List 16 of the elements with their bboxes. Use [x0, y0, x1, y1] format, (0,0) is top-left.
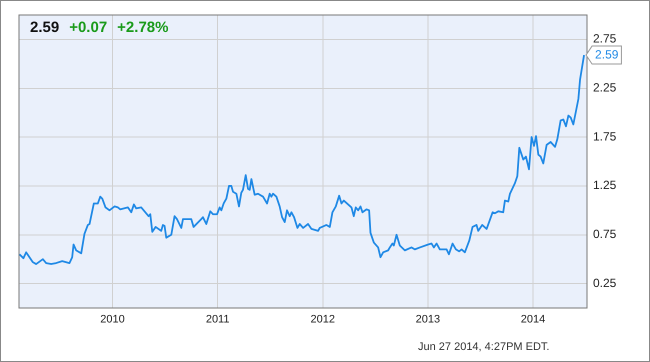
annotation: +2.78%	[117, 19, 168, 36]
y-tick-label: 1.75	[593, 129, 617, 144]
annotation: 2.59	[30, 19, 60, 36]
x-tick-label: 2010	[100, 314, 125, 326]
y-tick-label: 0.75	[593, 227, 617, 242]
y-tick-label: 0.25	[593, 276, 617, 290]
y-tick-label: 1.25	[593, 178, 617, 192]
text: Jun 27 2014, 4:27PM EDT.	[418, 341, 550, 353]
x-tick-label: 2012	[310, 314, 335, 326]
y-tick-label: 2.25	[593, 80, 617, 95]
annotation: 2.59	[595, 47, 619, 62]
x-tick-label: 2013	[416, 314, 440, 326]
x-tick-label: 2014	[520, 314, 546, 326]
y-tick-label: 2.75	[593, 32, 617, 46]
annotation: +0.07	[69, 19, 108, 36]
x-tick-label: 2011	[206, 314, 230, 326]
